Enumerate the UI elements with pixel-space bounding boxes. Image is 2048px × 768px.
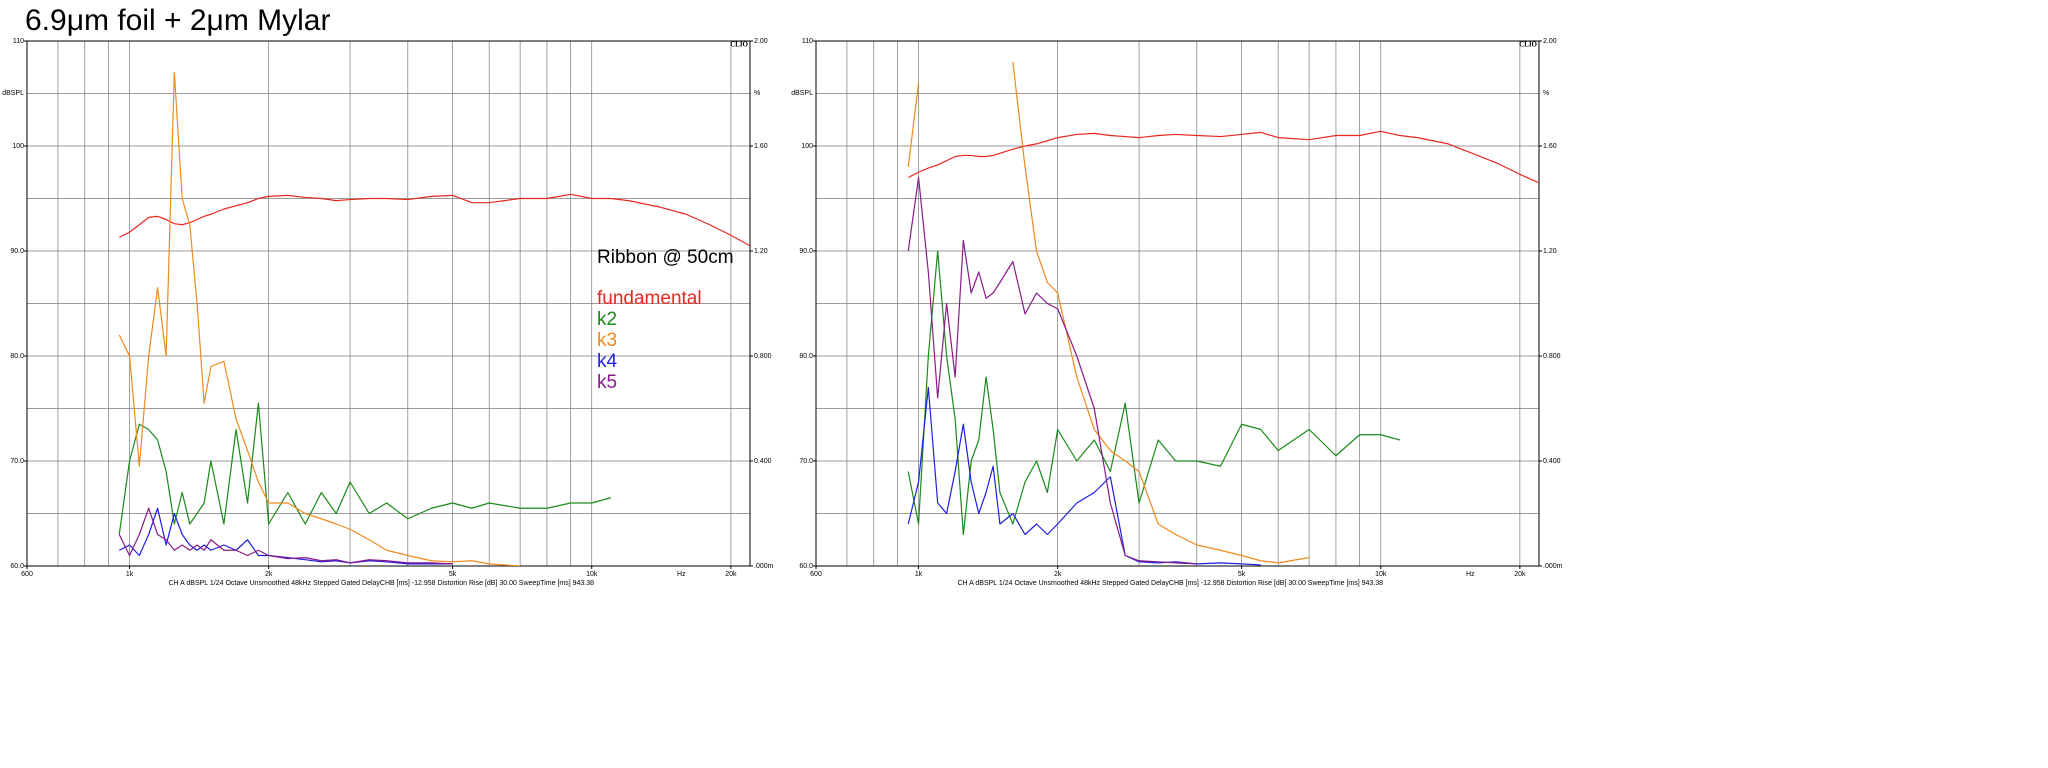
y-tick-label: 70.0	[799, 458, 813, 465]
y2-axis-label: %	[1543, 90, 1549, 97]
series-line	[907, 386, 1261, 566]
x-tick-label: 10k	[586, 571, 598, 578]
y2-tick-label: .000m	[1543, 563, 1563, 570]
footer: CH A dBSPL 1/24 Octave Unsmoothed 48kHz …	[169, 580, 595, 587]
y-tick-label: 100	[801, 143, 813, 150]
y-tick-label: 100	[12, 143, 24, 150]
y-axis-label: dBSPL	[791, 90, 813, 97]
y2-tick-label: 1.60	[1543, 143, 1557, 150]
logo: CLIO	[730, 41, 748, 49]
y2-tick-label: 0.800	[1543, 353, 1561, 360]
annotation: Ribbon @ 50cm	[597, 247, 734, 268]
y-tick-label: 60.0	[799, 563, 813, 570]
series-line	[118, 402, 612, 535]
y-tick-label: 110	[802, 38, 813, 45]
y2-tick-label: 0.400	[754, 458, 772, 465]
page-title: 6.9μm foil + 2μm Mylar	[25, 4, 330, 37]
y-tick-label: 90.0	[10, 248, 24, 255]
footer: CH A dBSPL 1/24 Octave Unsmoothed 48kHz …	[958, 580, 1384, 587]
x-axis-label: Hz	[677, 571, 686, 578]
y-tick-label: 60.0	[10, 563, 24, 570]
series-line	[118, 507, 453, 565]
legend-entry: k2	[597, 309, 617, 330]
y-tick-label: 70.0	[10, 458, 24, 465]
x-axis-label: Hz	[1466, 571, 1475, 578]
x-tick-label: 1k	[126, 571, 134, 578]
y2-tick-label: 2.00	[1543, 38, 1557, 45]
y-tick-label: 110	[13, 38, 24, 45]
x-tick-label: 5k	[449, 571, 457, 578]
y2-tick-label: 1.60	[754, 143, 768, 150]
y-axis-label: dBSPL	[2, 90, 24, 97]
x-tick-label: 600	[21, 571, 33, 578]
series-line	[907, 176, 1197, 565]
y2-axis-label: %	[754, 90, 760, 97]
series-line	[118, 193, 750, 247]
y-tick-label: 80.0	[799, 353, 813, 360]
plot-frame	[815, 40, 1540, 567]
legend-entry: k5	[597, 372, 617, 393]
legend-entry: fundamental	[597, 288, 702, 309]
series-line	[907, 130, 1539, 184]
x-tick-label: 10k	[1375, 571, 1387, 578]
legend-entry: k4	[597, 351, 618, 372]
x-tick-label: 20k	[1514, 571, 1526, 578]
series-line	[907, 250, 1401, 536]
y2-tick-label: .000m	[754, 563, 774, 570]
y2-tick-label: 1.20	[754, 248, 768, 255]
series-line	[118, 71, 521, 566]
x-tick-label: 2k	[265, 571, 273, 578]
plot-frame	[26, 40, 751, 567]
x-tick-label: 1k	[915, 571, 923, 578]
legend-entry: k3	[597, 330, 617, 351]
x-tick-label: 2k	[1054, 571, 1062, 578]
y-tick-label: 90.0	[799, 248, 813, 255]
logo: CLIO	[1519, 41, 1537, 49]
x-tick-label: 20k	[725, 571, 737, 578]
y2-tick-label: 0.400	[1543, 458, 1561, 465]
series-line	[118, 507, 453, 565]
y2-tick-label: 1.20	[1543, 248, 1557, 255]
y-tick-label: 80.0	[10, 353, 24, 360]
x-tick-label: 600	[810, 571, 822, 578]
x-tick-label: 5k	[1238, 571, 1246, 578]
y2-tick-label: 0.800	[754, 353, 772, 360]
series-line	[907, 61, 1310, 564]
y2-tick-label: 2.00	[754, 38, 768, 45]
